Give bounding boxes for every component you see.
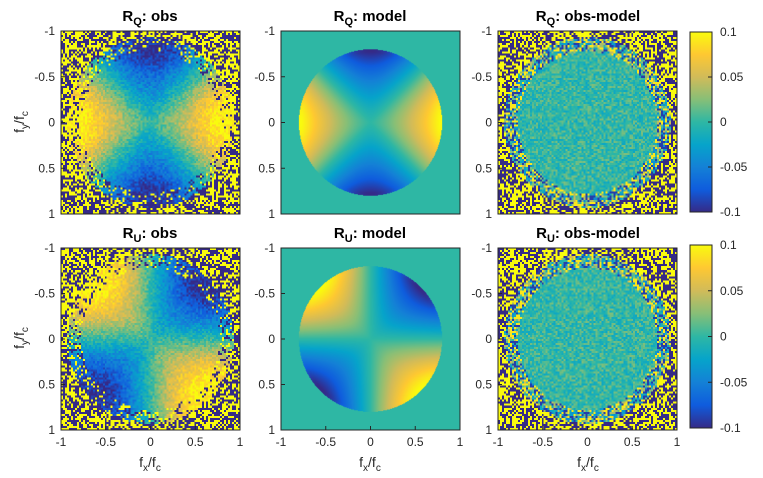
y-tick-label: 0.5 [38,161,55,175]
x-tick-label: 1 [237,435,244,449]
heatmap-image [281,248,460,430]
y-tick-label: 0 [485,332,492,346]
panel-title: RQ: obs-model [536,8,640,28]
panel-ru-model: RU: model -1 -0.5 0 0.5 1 -1 -0.5 0 0.5 1 fx/fc [254,225,463,474]
heatmap-image [498,248,677,430]
x-tick-label: -1 [493,435,504,449]
y-ticks: -1 -0.5 0 0.5 1 [34,24,65,221]
y-tick-label: 0.5 [258,378,275,392]
y-tick-label: 0 [48,116,55,130]
x-tick-label: 0.5 [407,435,424,449]
panel-ru-obs: RU: obs -1 -0.5 0 0.5 1 -1 -0.5 0 0.5 1 fy/fc fx… [11,225,244,474]
panel-rq-model: RQ: model -1 -0.5 0 0.5 1 [254,8,461,221]
panel-title: RU: obs-model [536,225,640,245]
y-tick-label: -0.5 [254,70,275,84]
colorbar-tick-label: 0.05 [720,284,744,298]
y-tick-label: 0.5 [475,161,492,175]
x-tick-label: -0.5 [95,435,116,449]
x-axis-label: fx/fc [139,454,161,474]
y-tick-label: 1 [268,207,275,221]
y-ticks: -1 -0.5 0 0.5 1 [471,241,502,437]
x-tick-label: 1 [674,435,681,449]
colorbar-tick-label: -0.1 [720,205,741,219]
heatmap-raster [61,248,240,430]
y-ticks: -1 -0.5 0 0.5 1 [254,24,285,221]
y-tick-label: 0.5 [38,378,55,392]
y-tick-label: -1 [481,24,492,38]
x-tick-label: 0 [367,435,374,449]
x-tick-label: 1 [457,435,464,449]
y-tick-label: 1 [485,423,492,437]
heatmap-raster [498,31,677,214]
panel-title: RQ: obs [122,8,177,28]
heatmap-image [281,31,460,214]
y-tick-label: -0.5 [34,287,55,301]
heatmap-image [61,31,240,214]
y-tick-label: -0.5 [471,70,492,84]
x-ticks: -1 -0.5 0 0.5 1 [493,426,681,449]
y-tick-label: -1 [44,24,55,38]
y-ticks: -1 -0.5 0 0.5 1 [34,241,65,437]
panel-ru-residual: RU: obs-model -1 -0.5 0 0.5 1 -1 -0.5 0 0.5 1 fx… [471,225,747,474]
panel-rq-residual: RQ: obs-model -1 -0.5 0 0.5 1 0.1 0.05 0 -0.05 -… [471,8,747,221]
x-ticks: -1 -0.5 0 0.5 1 [276,426,464,449]
y-tick-label: -1 [264,24,275,38]
y-axis-label: fy/fc [11,111,31,133]
colorbar-tick-label: 0 [720,115,727,129]
colorbar-tick-label: 0.1 [720,238,737,252]
y-tick-label: -1 [264,241,275,255]
heatmap-raster [498,248,677,430]
x-tick-label: -0.5 [532,435,553,449]
heatmap-raster [61,31,240,214]
x-tick-label: 0 [147,435,154,449]
x-tick-label: -1 [56,435,67,449]
heatmap-image [61,248,240,430]
y-tick-label: 1 [48,423,55,437]
y-tick-label: 0 [485,116,492,130]
y-tick-label: -0.5 [254,287,275,301]
heatmap-image [498,31,677,214]
colorbar-tick-label: 0 [720,330,727,344]
x-axis-label: fx/fc [359,454,381,474]
y-tick-label: 1 [485,207,492,221]
y-tick-label: 0 [48,332,55,346]
colorbar-tick-label: 0.05 [720,70,744,84]
x-axis-label: fx/fc [577,454,599,474]
y-tick-label: -1 [481,241,492,255]
y-tick-label: -1 [44,241,55,255]
y-tick-label: 0 [268,116,275,130]
x-ticks: -1 -0.5 0 0.5 1 [56,426,244,449]
x-tick-label: 0.5 [187,435,204,449]
y-tick-label: 0 [268,332,275,346]
colorbar: 0.1 0.05 0 -0.05 -0.1 [689,25,748,219]
y-axis-label: fy/fc [11,327,31,349]
heatmap-raster [281,31,460,214]
y-tick-label: 1 [268,423,275,437]
y-ticks: -1 -0.5 0 0.5 1 [254,241,285,437]
heatmap-raster [281,248,460,430]
colorbar-tick-label: 0.1 [720,25,737,39]
colorbar: 0.1 0.05 0 -0.05 -0.1 [689,238,748,435]
colorbar-tick-label: -0.05 [720,375,748,389]
colorbar-tick-label: -0.1 [720,421,741,435]
y-tick-label: 0.5 [258,161,275,175]
y-ticks: -1 -0.5 0 0.5 1 [471,24,502,221]
panel-title: RQ: model [334,8,407,28]
panel-title: RU: model [334,225,406,245]
x-tick-label: 0.5 [624,435,641,449]
y-tick-label: 0.5 [475,378,492,392]
colorbar-tick-label: -0.05 [720,160,748,174]
panel-title: RU: obs [123,225,178,245]
panel-rq-obs: RQ: obs -1 -0.5 0 0.5 1 fy/fc [11,8,241,221]
y-tick-label: -0.5 [34,70,55,84]
x-tick-label: 0 [584,435,591,449]
x-tick-label: -1 [276,435,287,449]
y-tick-label: -0.5 [471,287,492,301]
x-tick-label: -0.5 [315,435,336,449]
y-tick-label: 1 [48,207,55,221]
